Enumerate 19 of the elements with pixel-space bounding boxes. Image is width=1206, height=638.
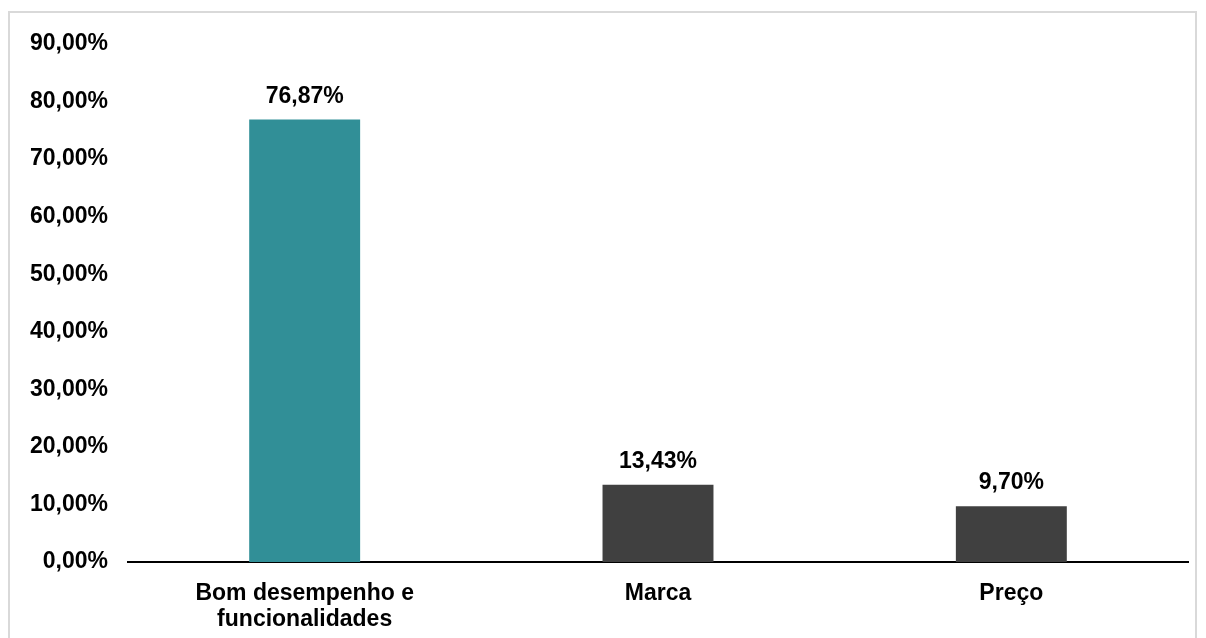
bar — [249, 119, 361, 562]
x-tick-label: Marca — [624, 578, 692, 605]
data-label: 13,43% — [618, 446, 698, 473]
y-tick-label: 20,00% — [29, 432, 108, 459]
y-tick-label: 30,00% — [29, 374, 108, 401]
y-tick-label: 70,00% — [29, 144, 108, 171]
data-label: 76,87% — [265, 81, 344, 108]
y-tick-label: 40,00% — [29, 317, 108, 344]
y-tick-label: 10,00% — [29, 489, 108, 516]
x-tick-label: Bom desempenho e funcionalidades — [195, 578, 414, 632]
bar — [955, 506, 1067, 562]
y-tick-label: 60,00% — [29, 202, 108, 229]
y-tick-label: 80,00% — [29, 86, 108, 113]
x-tick-label: Preço — [979, 578, 1044, 605]
y-tick-label: 50,00% — [29, 259, 108, 286]
data-label: 9,70% — [978, 468, 1044, 495]
bar — [602, 484, 714, 562]
y-tick-label: 0,00% — [42, 547, 108, 574]
y-tick-label: 90,00% — [29, 29, 108, 56]
